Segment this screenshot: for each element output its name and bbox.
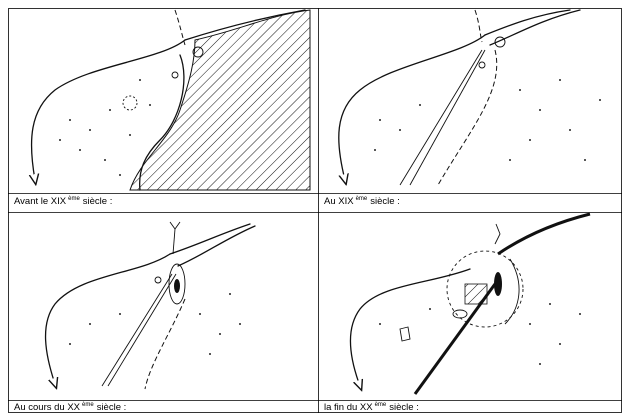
caption-rest: siècle :: [370, 196, 400, 207]
caption-text: Avant le XIX: [14, 196, 67, 207]
caption-rest: siècle :: [83, 196, 113, 207]
caption: Avant le XIX ème siècle :: [14, 196, 112, 207]
caption: Au XIX ème siècle :: [324, 196, 400, 207]
sketch-2: [338, 9, 601, 185]
caption-text: Au XIX: [324, 196, 354, 207]
caption-sup: ème: [68, 196, 80, 202]
table-frame: [8, 8, 622, 413]
caption: la fin du XX ème siècle :: [324, 402, 419, 413]
caption-rest: siècle :: [97, 402, 127, 413]
caption-text: la fin du XX: [324, 402, 373, 413]
sketch-4: [349, 212, 591, 395]
caption-sup: ème: [82, 402, 94, 408]
caption-rest: siècle :: [389, 402, 419, 413]
caption-sup: ème: [356, 196, 368, 202]
caption: Au cours du XX ème siècle :: [14, 402, 126, 413]
caption-sup: ème: [375, 402, 387, 408]
sketch-3: [44, 221, 256, 389]
caption-text: Au cours du XX: [14, 402, 81, 413]
sketch-1: [32, 9, 311, 191]
